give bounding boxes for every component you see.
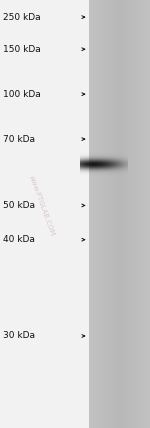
Bar [0, 0, 89, 428]
Text: 150 kDa: 150 kDa [3, 45, 41, 54]
Text: 50 kDa: 50 kDa [3, 201, 35, 210]
Text: 250 kDa: 250 kDa [3, 12, 41, 22]
Text: www.PTGLAB.COM: www.PTGLAB.COM [28, 174, 56, 237]
Text: 40 kDa: 40 kDa [3, 235, 35, 244]
Text: 30 kDa: 30 kDa [3, 331, 35, 341]
Text: 100 kDa: 100 kDa [3, 89, 41, 99]
Text: 70 kDa: 70 kDa [3, 134, 35, 144]
